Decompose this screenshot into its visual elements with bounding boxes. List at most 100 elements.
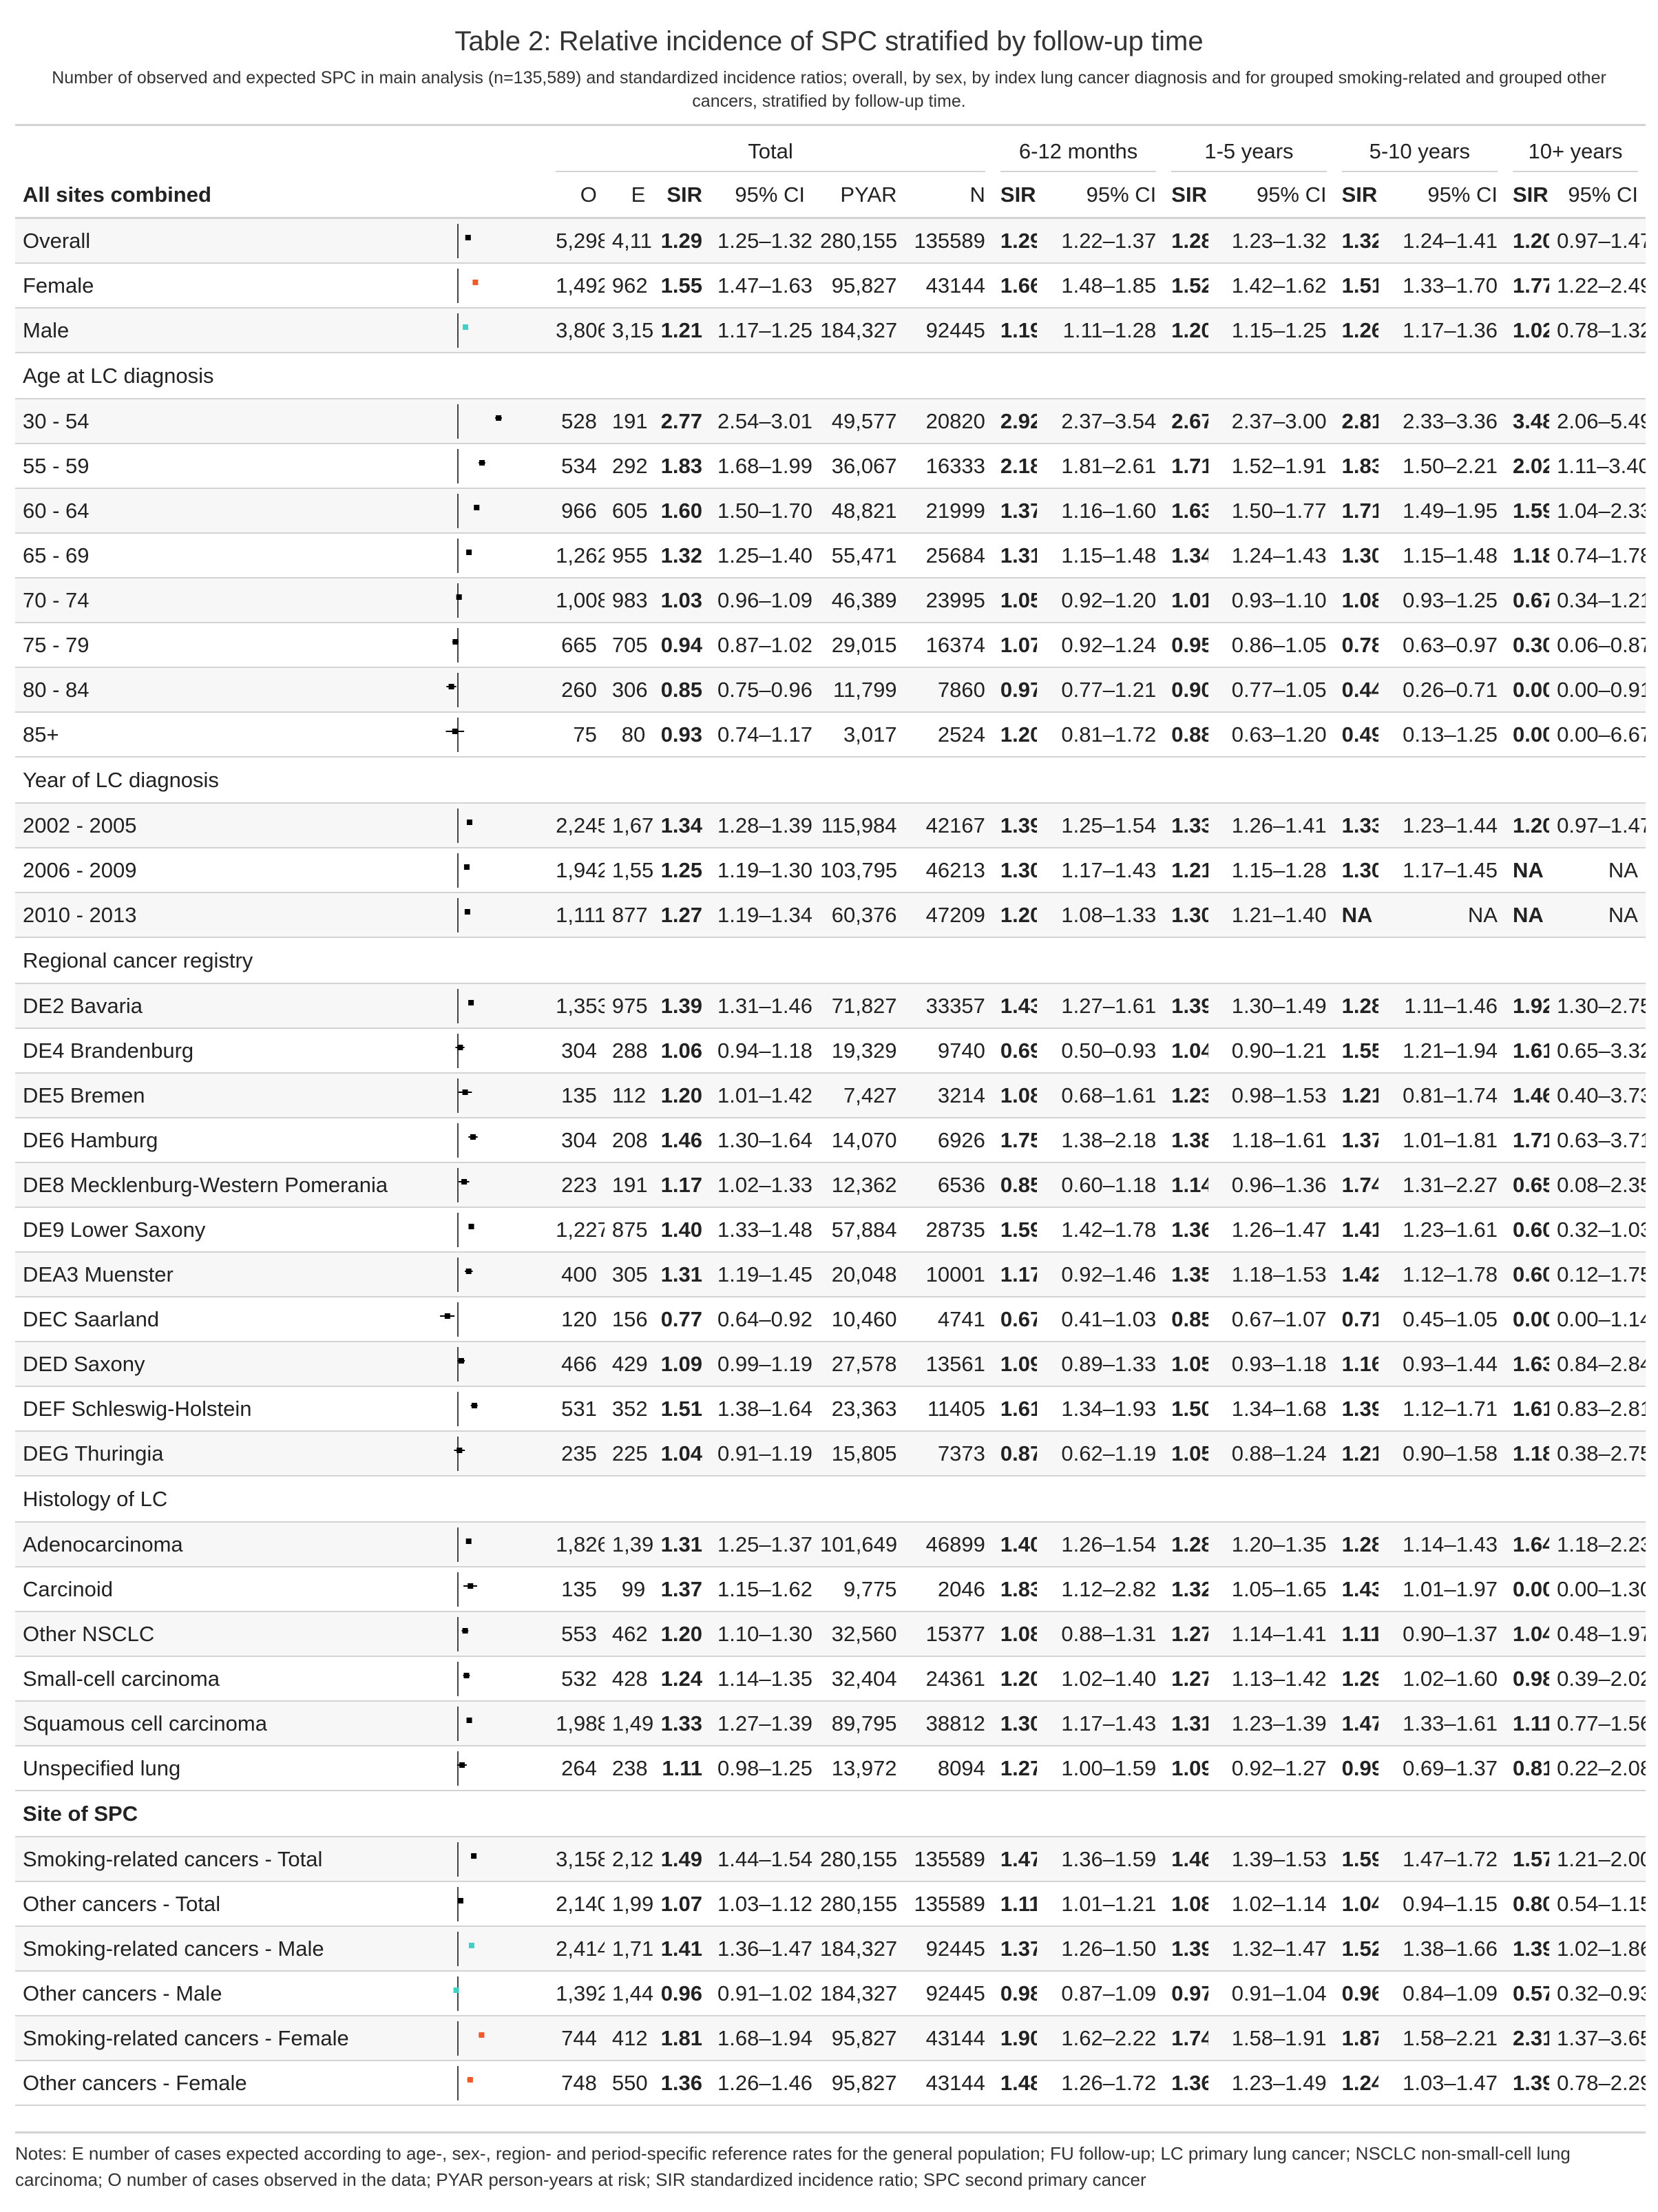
ci-1-5-cell: 1.26–1.41 (1208, 803, 1334, 848)
ci-6-12-cell: 2.37–3.54 (1037, 399, 1164, 444)
sir-point (468, 1583, 474, 1589)
sir-5-10-cell: 0.99 (1334, 1746, 1378, 1791)
row-label: 30 - 54 (15, 399, 424, 444)
sir-1-5-cell: 0.88 (1164, 712, 1209, 758)
expected-cell: 306 (604, 667, 653, 713)
pyar-cell: 3,017 (812, 712, 905, 758)
pyar-cell: 55,471 (812, 533, 905, 578)
sir-10plus-cell: 0.57 (1505, 1971, 1550, 2016)
expected-cell: 550 (604, 2060, 653, 2106)
forest-plot-cell (423, 1656, 549, 1702)
ci-6-12-cell: 1.25–1.54 (1037, 803, 1164, 848)
forest-plot (457, 808, 472, 843)
table-row: 70 - 74 1,008 983 1.03 0.96–1.09 46,389 23995 1… (15, 578, 1646, 623)
sir-5-10-cell: 1.21 (1334, 1073, 1378, 1118)
n-cell: 47209 (904, 893, 993, 938)
ci-10plus-cell: 0.22–2.08 (1549, 1746, 1646, 1791)
sir-10plus-cell: 1.11 (1505, 1701, 1550, 1746)
ci-1-5-cell: 0.96–1.36 (1208, 1162, 1334, 1208)
ci-total-cell: 1.19–1.45 (710, 1252, 813, 1297)
ci-1-5-cell: 0.93–1.18 (1208, 1342, 1334, 1387)
sir-1-5-cell: 1.50 (1164, 1386, 1209, 1432)
sir-10plus-cell: NA (1505, 848, 1550, 893)
forest-plot-cell (423, 263, 549, 309)
sir-5-10-cell: 1.26 (1334, 308, 1378, 353)
forest-plot (453, 1976, 459, 2011)
sir-5-10-cell: 1.28 (1334, 1522, 1378, 1567)
sir-5-10-cell: 1.33 (1334, 803, 1378, 848)
sir-1-5-cell: 1.23 (1164, 1073, 1209, 1118)
table-row: 65 - 69 1,262 955 1.32 1.25–1.40 55,471 25684 1… (15, 533, 1646, 578)
sir-1-5-cell: 1.05 (1164, 1342, 1209, 1387)
ci-total-cell: 1.01–1.42 (710, 1073, 813, 1118)
ci-5-10-cell: 1.49–1.95 (1378, 488, 1505, 534)
n-cell: 7373 (904, 1431, 993, 1477)
sir-5-10-cell: 0.71 (1334, 1297, 1378, 1342)
observed-cell: 260 (548, 667, 605, 713)
table-row: 2002 - 2005 2,2451,6791.341.28–1.39115,98… (15, 803, 1646, 848)
sir-6-12-cell: 0.87 (992, 1431, 1038, 1477)
table-row: DE5 Bremen 135 112 1.20 1.01–1.42 7,427 3214 1.… (15, 1073, 1646, 1118)
expected-cell: 4,116 (604, 218, 653, 264)
sir-1-5-cell: 1.38 (1164, 1118, 1209, 1163)
ci-6-12-cell: 1.62–2.22 (1037, 2016, 1164, 2061)
forest-plot (440, 1302, 459, 1337)
sir-6-12-cell: 1.83 (992, 1567, 1038, 1612)
expected-cell: 975 (604, 983, 653, 1029)
pyar-cell: 27,578 (812, 1342, 905, 1387)
table-row: 2006 - 2009 1,9421,5591.251.19–1.30103,79… (15, 848, 1646, 893)
ci-1-5-cell: 1.20–1.35 (1208, 1522, 1334, 1567)
sir-point (462, 1089, 468, 1095)
bottom-rule (15, 2131, 1646, 2133)
forest-plot (457, 897, 470, 932)
ci-1-5-cell: 0.88–1.24 (1208, 1431, 1334, 1477)
n-cell: 46899 (904, 1522, 993, 1567)
ci-5-10-cell: 1.21–1.94 (1378, 1028, 1505, 1074)
ci-10plus-cell: 0.77–1.56 (1549, 1701, 1646, 1746)
sir-point (479, 459, 485, 466)
ci-10plus-cell: 0.83–2.81 (1549, 1386, 1646, 1432)
ci-total-cell: 0.75–0.96 (710, 667, 813, 713)
table-notes: Notes: E number of cases expected accord… (15, 2143, 1571, 2190)
ci-6-12-cell: 0.77–1.21 (1037, 667, 1164, 713)
ci-10plus-cell: 0.34–1.21 (1549, 578, 1646, 623)
forest-plot-cell (423, 488, 549, 534)
expected-cell: 983 (604, 578, 653, 623)
ci-6-12-cell: 1.02–1.40 (1037, 1656, 1164, 1702)
ci-10plus-cell: 0.65–3.32 (1549, 1028, 1646, 1074)
ci-6-12-cell: 1.26–1.72 (1037, 2060, 1164, 2106)
n-cell: 20820 (904, 399, 993, 444)
sir-total-cell: 1.06 (653, 1028, 711, 1074)
n-cell: 25684 (904, 533, 993, 578)
forest-plot-cell (423, 399, 549, 444)
forest-plot-cell (423, 1971, 549, 2016)
forest-plot (457, 988, 474, 1023)
row-label: 2010 - 2013 (15, 893, 424, 938)
sir-total-cell: 1.31 (653, 1522, 711, 1567)
table-row: DED Saxony 466 429 1.09 0.99–1.19 27,578 13561… (15, 1342, 1646, 1387)
ci-total-cell: 0.91–1.19 (710, 1431, 813, 1477)
forest-plot (457, 1346, 465, 1381)
sir-1-5-cell: 1.27 (1164, 1656, 1209, 1702)
pyar-cell: 19,329 (812, 1028, 905, 1074)
forest-plot (457, 1257, 473, 1292)
n-cell: 2524 (904, 712, 993, 758)
ci-1-5-cell: 0.77–1.05 (1208, 667, 1334, 713)
sir-total-cell: 0.94 (653, 623, 711, 668)
forest-plot-cell (423, 712, 549, 758)
sir-6-12-cell: 1.59 (992, 1207, 1038, 1253)
n-cell: 6536 (904, 1162, 993, 1208)
row-label: 60 - 64 (15, 488, 424, 534)
sir-1-5-cell: 1.01 (1164, 578, 1209, 623)
row-label: Other NSCLC (15, 1611, 424, 1657)
pyar-cell: 10,460 (812, 1297, 905, 1342)
pyar-cell: 280,155 (812, 1837, 905, 1882)
ci-1-5-cell: 1.26–1.47 (1208, 1207, 1334, 1253)
ci-10plus-cell: 1.18–2.23 (1549, 1522, 1646, 1567)
sir-1-5-cell: 1.74 (1164, 2016, 1209, 2061)
sir-total-cell: 1.03 (653, 578, 711, 623)
row-label: DE2 Bavaria (15, 983, 424, 1029)
expected-cell: 2,123 (604, 1837, 653, 1882)
sir-point (466, 819, 472, 825)
forest-plot-cell (423, 1252, 549, 1297)
